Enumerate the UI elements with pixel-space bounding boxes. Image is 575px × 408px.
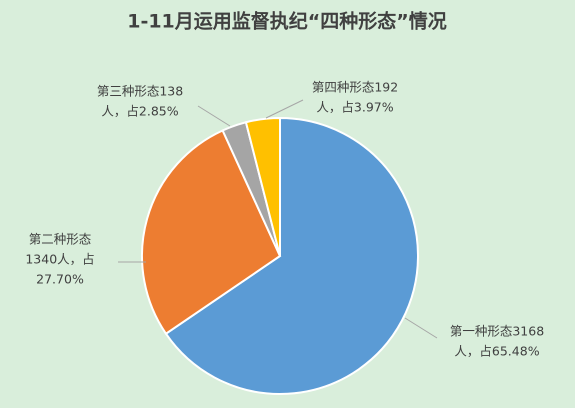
leader-line xyxy=(404,317,438,339)
data-label: 人，占65.48% xyxy=(454,344,539,359)
leader-line xyxy=(265,99,304,119)
data-label: 第一种形态3168 xyxy=(450,324,544,339)
pie-slice xyxy=(244,116,281,257)
data-label: 人，占3.97% xyxy=(316,100,393,115)
data-label: 第四种形态192 xyxy=(312,80,398,95)
data-label: 第二种形态 xyxy=(29,232,92,247)
data-label: 27.70% xyxy=(36,272,84,287)
chart-title: 1-11月运用监督执纪“四种形态”情况 xyxy=(127,10,447,33)
pie-slice xyxy=(164,116,419,395)
leader-line xyxy=(197,105,231,127)
data-label: 第三种形态138 xyxy=(97,84,183,99)
data-label: 1340人，占 xyxy=(25,252,94,267)
data-label: 人，占2.85% xyxy=(101,104,178,119)
